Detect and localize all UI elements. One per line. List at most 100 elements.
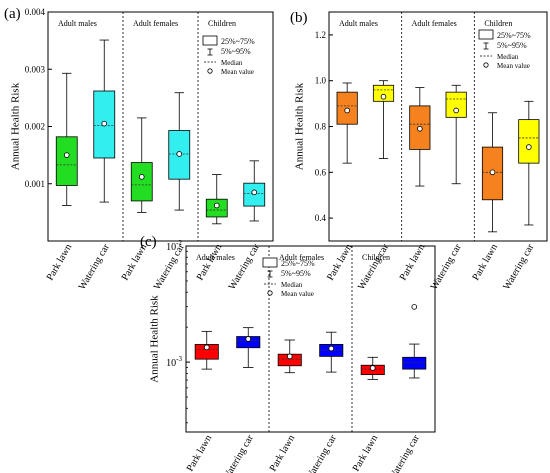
legend-whisker-label: 5%~95%: [221, 47, 251, 56]
y-tick-label: 0.001: [25, 179, 45, 189]
group-title: Adult males: [58, 19, 97, 28]
group-title: Children: [208, 19, 236, 28]
legend-box-swatch: [478, 29, 494, 40]
box-iqr: [518, 119, 540, 164]
panel-label: (a): [4, 6, 21, 22]
y-tick-label: 10-3: [166, 355, 182, 369]
legend-mean-swatch: [483, 62, 489, 68]
y-tick-label: 0.4: [315, 213, 327, 223]
x-tick-label: Park lawn: [268, 433, 298, 473]
mean-marker: [453, 107, 459, 114]
box-adult-males-park-lawn: [336, 82, 358, 164]
legend-box-label: 25%~75%: [497, 31, 531, 40]
mean-marker: [380, 93, 387, 100]
group-title: Adult females: [279, 253, 324, 262]
y-tick-label: 1.0: [315, 76, 327, 86]
box-iqr: [55, 136, 78, 186]
mean-marker: [369, 365, 376, 371]
mean-marker: [176, 151, 183, 157]
legend-median-label: Median: [497, 53, 519, 61]
legend-box-swatch: [202, 35, 218, 46]
legend-mean-swatch: [267, 290, 273, 296]
panel-label: (b): [290, 10, 308, 26]
x-tick-label: Park lawn: [398, 242, 428, 282]
x-tick-label: Park lawn: [351, 433, 381, 473]
legend-box-swatch: [262, 257, 278, 268]
group-title: Adult males: [339, 19, 378, 28]
mean-marker: [245, 336, 252, 342]
chart-panel-3: (c) Annual Health Risk 10-3 10-2 Adult males…: [140, 234, 436, 473]
x-tick-label: Watering car: [387, 433, 422, 473]
box-children-park-lawn: [481, 112, 504, 233]
legend-median-label: Median: [281, 281, 303, 289]
mean-marker: [203, 344, 210, 351]
y-axis-label: Annual Health Risk: [294, 82, 306, 170]
y-axis-label: Annual Health Risk: [149, 295, 161, 383]
legend-whisker-label: 5%~95%: [497, 41, 527, 50]
y-tick-label: 0.002: [25, 122, 45, 132]
mean-marker: [489, 169, 496, 176]
group-title: Adult males: [196, 253, 235, 262]
x-tick-label: Watering car: [304, 433, 339, 473]
x-tick-label: Watering car: [221, 433, 256, 473]
y-tick-label: 1.2: [315, 30, 326, 40]
panel-label: (c): [140, 234, 157, 250]
box-adult-females-park-lawn: [409, 87, 431, 187]
mean-marker: [251, 189, 258, 196]
group-title: Adult females: [412, 19, 457, 28]
x-tick-label: Watering car: [227, 242, 262, 292]
box-adult-females-park-lawn: [277, 339, 302, 374]
y-tick-label: 0.8: [315, 122, 327, 132]
legend-box-label: 25%~75%: [281, 259, 315, 268]
x-tick-label: Park lawn: [195, 242, 225, 282]
x-tick-label: Park lawn: [470, 242, 500, 282]
legend-mean-label: Mean value: [221, 68, 254, 76]
box-adult-males-watering-car: [372, 80, 395, 159]
box-iqr: [402, 356, 427, 370]
x-tick-label: Watering car: [501, 242, 536, 292]
box-adult-females-park-lawn: [130, 117, 153, 213]
y-tick-label: 0.004: [25, 7, 46, 17]
mean-marker: [101, 120, 108, 127]
box-adult-males-watering-car: [93, 39, 116, 203]
mean-marker: [344, 107, 350, 114]
x-tick-label: Park lawn: [45, 242, 75, 282]
legend-whisker-label: 5%~95%: [281, 269, 311, 278]
y-tick-label: 0.003: [25, 64, 46, 74]
mean-marker: [417, 125, 423, 132]
box-children-watering-car: [243, 160, 266, 222]
legend-mean-swatch: [207, 68, 213, 74]
legend-mean-label: Mean value: [497, 62, 530, 70]
box-iqr: [372, 84, 395, 102]
plot-frame: [185, 245, 436, 433]
mean-marker: [286, 353, 293, 360]
x-tick-label: Park lawn: [325, 242, 355, 282]
mean-marker: [328, 345, 335, 352]
y-axis-label: Annual Health Risk: [10, 82, 22, 170]
x-tick-label: Park lawn: [185, 433, 215, 473]
legend-box-label: 25%~75%: [221, 37, 255, 46]
box-adult-females-watering-car: [168, 92, 191, 211]
box-adult-males-park-lawn: [55, 72, 78, 206]
box-adult-females-watering-car: [319, 331, 344, 373]
legend-mean-label: Mean value: [281, 290, 314, 298]
y-tick-label: 0.6: [315, 167, 327, 177]
box-children-watering-car: [518, 100, 540, 226]
box-iqr: [130, 162, 153, 202]
box-iqr: [445, 91, 467, 118]
box-adult-males-watering-car: [236, 327, 261, 368]
box-children-park-lawn: [360, 356, 385, 380]
mean-marker: [63, 152, 70, 158]
mean-marker: [526, 144, 532, 150]
x-tick-label: Watering car: [429, 242, 464, 292]
box-children-park-lawn: [205, 174, 228, 225]
chart-panel-2: (b) Annual Health Risk 0.4 0.6 0.8 1.0 1.2 Adul…: [290, 10, 548, 292]
y-tick-label: 10-2: [166, 239, 182, 253]
group-title: Adult females: [133, 19, 178, 28]
x-tick-label: Watering car: [356, 242, 391, 292]
